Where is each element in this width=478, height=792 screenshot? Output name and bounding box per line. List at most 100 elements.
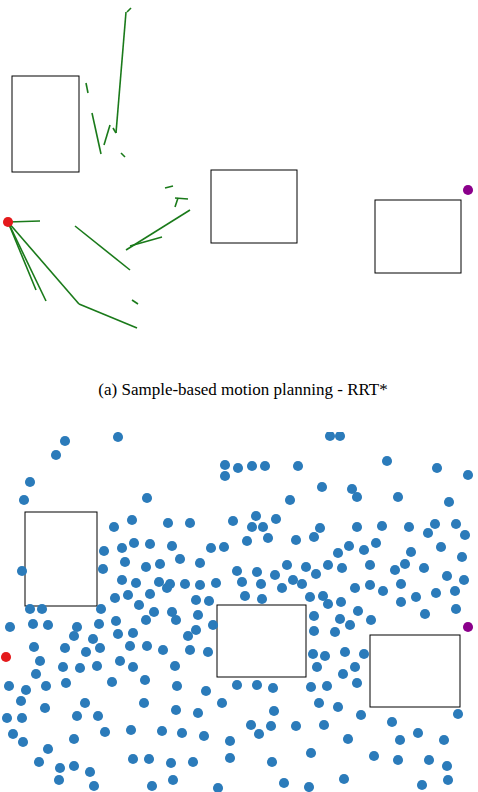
point — [291, 721, 301, 731]
point — [457, 552, 467, 562]
point — [365, 580, 375, 590]
point — [166, 758, 176, 768]
point — [308, 649, 318, 659]
point — [145, 589, 155, 599]
point — [268, 683, 278, 693]
point — [203, 647, 213, 657]
point — [2, 713, 12, 723]
point — [420, 609, 430, 619]
tree-edge — [104, 125, 110, 145]
point — [323, 599, 333, 609]
point — [185, 518, 195, 528]
point — [29, 642, 39, 652]
point — [204, 596, 214, 606]
point — [225, 736, 235, 746]
point — [325, 432, 335, 441]
point — [232, 680, 242, 690]
point — [109, 522, 119, 532]
point — [390, 565, 400, 575]
point — [55, 763, 65, 773]
plot-area — [3, 8, 473, 328]
point — [123, 590, 133, 600]
point — [352, 522, 362, 532]
point — [171, 705, 181, 715]
tree-edge — [130, 237, 162, 246]
obstacle — [211, 170, 297, 243]
point — [315, 523, 325, 533]
point — [423, 528, 433, 538]
point — [451, 604, 461, 614]
point — [431, 588, 441, 598]
tree-edge — [127, 8, 131, 12]
point — [127, 515, 137, 525]
point — [350, 583, 360, 593]
point — [18, 737, 28, 747]
point — [54, 775, 64, 785]
obstacle — [370, 635, 460, 707]
point — [8, 729, 18, 739]
point — [225, 753, 235, 763]
point — [444, 497, 454, 507]
tree-edge — [75, 226, 130, 270]
point — [254, 729, 264, 739]
point — [306, 748, 316, 758]
point — [277, 583, 287, 593]
point — [330, 627, 340, 637]
point — [463, 622, 473, 632]
point — [171, 615, 181, 625]
point — [322, 681, 332, 691]
point — [167, 541, 177, 551]
point — [309, 611, 319, 621]
tree-edge — [86, 83, 88, 93]
point — [228, 516, 238, 526]
point — [263, 533, 273, 543]
point — [219, 542, 229, 552]
point — [288, 575, 298, 585]
point — [320, 651, 330, 661]
point — [271, 514, 281, 524]
point — [396, 579, 406, 589]
point — [291, 535, 301, 545]
point — [353, 606, 363, 616]
point — [177, 728, 187, 738]
tree-edge — [132, 300, 138, 304]
point — [345, 620, 355, 630]
point — [382, 456, 392, 466]
point — [443, 775, 453, 785]
point — [232, 566, 242, 576]
point — [21, 685, 31, 695]
point — [72, 711, 82, 721]
point — [98, 564, 108, 574]
point — [213, 783, 223, 792]
point — [41, 681, 51, 691]
point — [37, 604, 47, 614]
point — [314, 698, 324, 708]
point — [199, 731, 209, 741]
point — [117, 543, 127, 553]
point — [149, 607, 159, 617]
point — [4, 681, 14, 691]
point — [175, 554, 185, 564]
point — [352, 678, 362, 688]
point — [1, 652, 11, 662]
point — [377, 521, 387, 531]
point — [453, 709, 463, 719]
figure: (a) Sample-based motion planning - RRT* — [0, 0, 478, 792]
point — [193, 708, 203, 718]
point — [43, 620, 53, 630]
point — [411, 592, 421, 602]
tree-edge — [8, 222, 79, 304]
point — [154, 577, 164, 587]
point — [309, 626, 319, 636]
point — [460, 530, 470, 540]
point — [88, 634, 98, 644]
point — [72, 622, 82, 632]
tree-edge — [92, 113, 101, 154]
point — [100, 727, 110, 737]
point — [113, 629, 123, 639]
point — [266, 721, 276, 731]
point — [400, 559, 410, 569]
point — [306, 682, 316, 692]
point — [126, 725, 136, 735]
point — [279, 778, 289, 788]
